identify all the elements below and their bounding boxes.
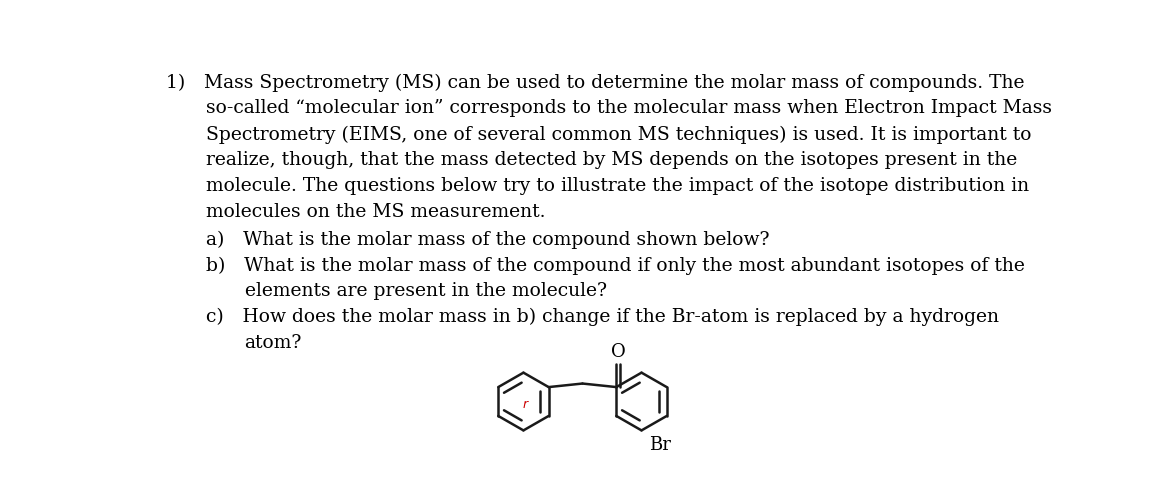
Text: Spectrometry (EIMS, one of several common MS techniques) is used. It is importan: Spectrometry (EIMS, one of several commo… [205, 125, 1031, 144]
Text: molecule. The questions below try to illustrate the impact of the isotope distri: molecule. The questions below try to ill… [205, 177, 1029, 195]
Text: molecules on the MS measurement.: molecules on the MS measurement. [205, 203, 545, 221]
Text: c) How does the molar mass in b) change if the Br-atom is replaced by a hydrogen: c) How does the molar mass in b) change … [205, 308, 999, 327]
Text: 1) Mass Spectrometry (MS) can be used to determine the molar mass of compounds. : 1) Mass Spectrometry (MS) can be used to… [166, 74, 1026, 92]
Text: b) What is the molar mass of the compound if only the most abundant isotopes of : b) What is the molar mass of the compoun… [205, 257, 1024, 275]
Text: a) What is the molar mass of the compound shown below?: a) What is the molar mass of the compoun… [205, 230, 769, 249]
Text: O: O [611, 343, 626, 361]
Text: r: r [523, 398, 527, 411]
Text: Br: Br [649, 436, 670, 454]
Text: so-called “molecular ion” corresponds to the molecular mass when Electron Impact: so-called “molecular ion” corresponds to… [205, 100, 1051, 117]
Text: realize, though, that the mass detected by MS depends on the isotopes present in: realize, though, that the mass detected … [205, 151, 1017, 169]
Text: elements are present in the molecule?: elements are present in the molecule? [245, 283, 607, 300]
Text: atom?: atom? [245, 334, 302, 352]
